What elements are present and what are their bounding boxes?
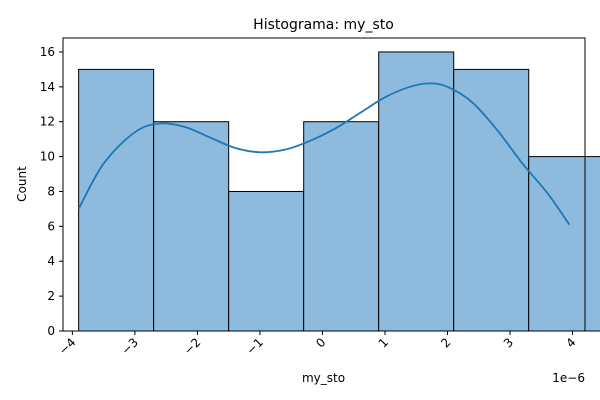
histogram-bar: [453, 68, 530, 332]
y-axis: 0 2 4 6 8 10 12 14 16: [40, 45, 63, 338]
chart-title: Histograma: my_sto: [253, 17, 394, 33]
histogram-bar: [78, 68, 155, 332]
x-axis: −4 −3 −2 −1 0 1 2 3 4: [56, 331, 579, 358]
x-tick-label: −3: [119, 335, 141, 357]
y-tick-label: 14: [40, 80, 55, 94]
x-tick-label: −2: [181, 335, 203, 357]
x-tick-label: −1: [244, 335, 266, 357]
histogram-bar: [303, 121, 380, 332]
y-tick-label: 0: [47, 324, 55, 338]
y-tick-label: 16: [40, 45, 55, 59]
y-tick-label: 4: [47, 254, 55, 268]
x-tick-label: 2: [438, 335, 453, 350]
x-tick-label: −4: [56, 335, 78, 357]
x-tick-label: 3: [501, 335, 516, 350]
x-tick-label: 0: [313, 335, 328, 350]
y-tick-label: 10: [40, 150, 55, 164]
histogram-bar: [228, 190, 305, 332]
y-tick-label: 2: [47, 289, 55, 303]
histogram-bar: [153, 121, 230, 332]
x-tick-label: 1: [376, 335, 391, 350]
bars-group: [78, 51, 600, 332]
kde-line: [77, 82, 571, 226]
x-tick-label: 4: [563, 335, 578, 350]
y-tick-label: 6: [47, 219, 55, 233]
y-tick-label: 12: [40, 115, 55, 129]
y-tick-label: 8: [47, 184, 55, 198]
y-axis-label: Count: [15, 166, 29, 202]
x-axis-label: my_sto: [302, 371, 345, 385]
histogram-bar: [378, 51, 455, 332]
plot-area-frame: [62, 37, 586, 332]
x-axis-offset-label: 1e−6: [552, 371, 585, 385]
